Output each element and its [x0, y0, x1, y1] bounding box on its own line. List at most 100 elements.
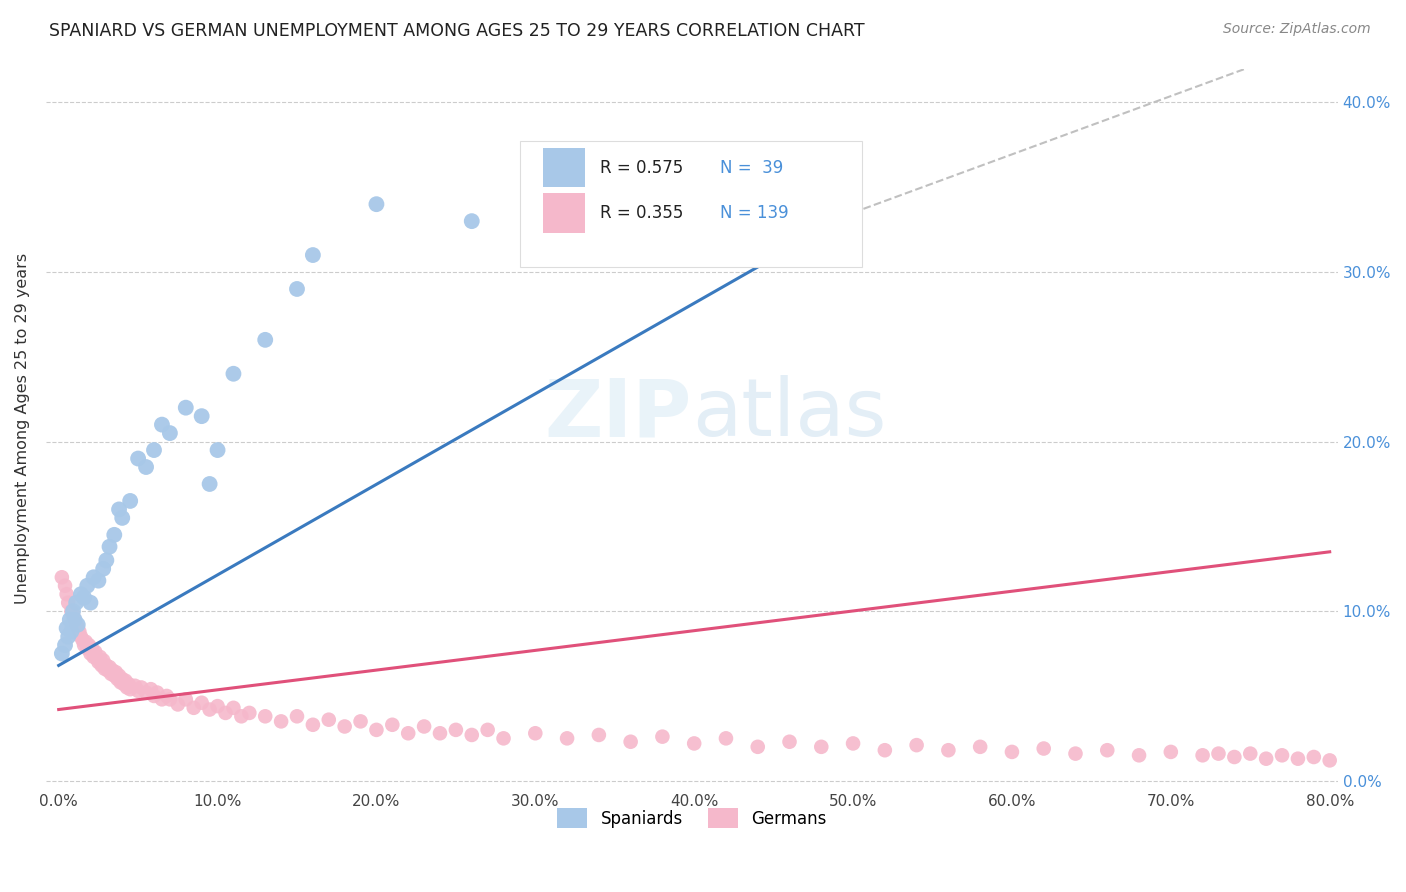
Point [238, 706, 260, 720]
Point [87, 655, 110, 669]
Point [1334, 750, 1357, 764]
Point [1160, 745, 1182, 759]
Point [588, 728, 610, 742]
Point [146, 685, 169, 699]
Point [97, 664, 120, 678]
Point [214, 706, 236, 720]
Point [190, 409, 212, 424]
Point [66, 621, 89, 635]
Point [110, 675, 132, 690]
Point [302, 248, 325, 262]
Point [159, 692, 181, 706]
Point [62, 604, 84, 618]
Point [349, 714, 371, 729]
Point [111, 511, 134, 525]
Point [62, 607, 84, 622]
Point [53, 579, 76, 593]
Point [65, 617, 87, 632]
Point [1097, 743, 1119, 757]
Point [190, 696, 212, 710]
Point [302, 718, 325, 732]
Point [381, 718, 404, 732]
Point [318, 713, 340, 727]
Point [90, 658, 112, 673]
Point [396, 726, 419, 740]
Point [112, 677, 135, 691]
Text: SPANIARD VS GERMAN UNEMPLOYMENT AMONG AGES 25 TO 29 YEARS CORRELATION CHART: SPANIARD VS GERMAN UNEMPLOYMENT AMONG AG… [49, 22, 865, 40]
Point [524, 726, 547, 740]
Point [120, 682, 142, 697]
Text: N = 139: N = 139 [720, 203, 789, 221]
Point [135, 460, 157, 475]
Point [555, 731, 578, 746]
Point [135, 685, 157, 699]
Point [65, 596, 87, 610]
Point [842, 736, 865, 750]
Point [231, 709, 253, 723]
Point [1032, 741, 1054, 756]
Point [143, 443, 166, 458]
Point [72, 632, 94, 647]
Point [91, 653, 114, 667]
Point [101, 664, 124, 678]
Point [94, 662, 117, 676]
Point [1128, 748, 1150, 763]
Point [127, 684, 149, 698]
Point [270, 714, 292, 729]
Point [53, 638, 76, 652]
Point [1239, 747, 1261, 761]
Point [1286, 752, 1309, 766]
Point [1064, 747, 1087, 761]
Point [96, 658, 118, 673]
Point [63, 613, 86, 627]
Point [969, 739, 991, 754]
Point [150, 417, 173, 432]
Point [83, 570, 105, 584]
Point [254, 709, 277, 723]
Point [366, 723, 388, 737]
Point [1382, 755, 1405, 769]
Point [100, 667, 122, 681]
Point [207, 699, 229, 714]
Point [55, 621, 77, 635]
Point [66, 617, 89, 632]
Point [129, 681, 152, 695]
Point [127, 451, 149, 466]
Point [222, 367, 245, 381]
Point [747, 739, 769, 754]
Point [115, 681, 138, 695]
FancyBboxPatch shape [543, 148, 585, 187]
Point [59, 613, 82, 627]
Point [1223, 750, 1246, 764]
Point [84, 645, 107, 659]
Point [76, 579, 98, 593]
Point [222, 701, 245, 715]
FancyBboxPatch shape [520, 141, 862, 267]
Point [79, 647, 101, 661]
Point [461, 214, 484, 228]
Point [83, 649, 105, 664]
Point [70, 587, 93, 601]
Point [89, 649, 111, 664]
Point [873, 743, 896, 757]
Point [1001, 745, 1024, 759]
Point [114, 673, 136, 688]
Point [70, 630, 93, 644]
Point [98, 660, 121, 674]
Point [60, 604, 83, 618]
Point [73, 638, 96, 652]
Point [107, 672, 129, 686]
Point [198, 702, 221, 716]
Point [810, 739, 832, 754]
Y-axis label: Unemployment Among Ages 25 to 29 years: Unemployment Among Ages 25 to 29 years [15, 253, 30, 605]
Point [198, 477, 221, 491]
Point [111, 672, 134, 686]
Point [905, 738, 928, 752]
Point [1302, 750, 1324, 764]
Point [714, 731, 737, 746]
Point [1319, 753, 1341, 767]
Point [1367, 752, 1389, 766]
Point [58, 596, 80, 610]
Point [285, 282, 308, 296]
Point [461, 728, 484, 742]
